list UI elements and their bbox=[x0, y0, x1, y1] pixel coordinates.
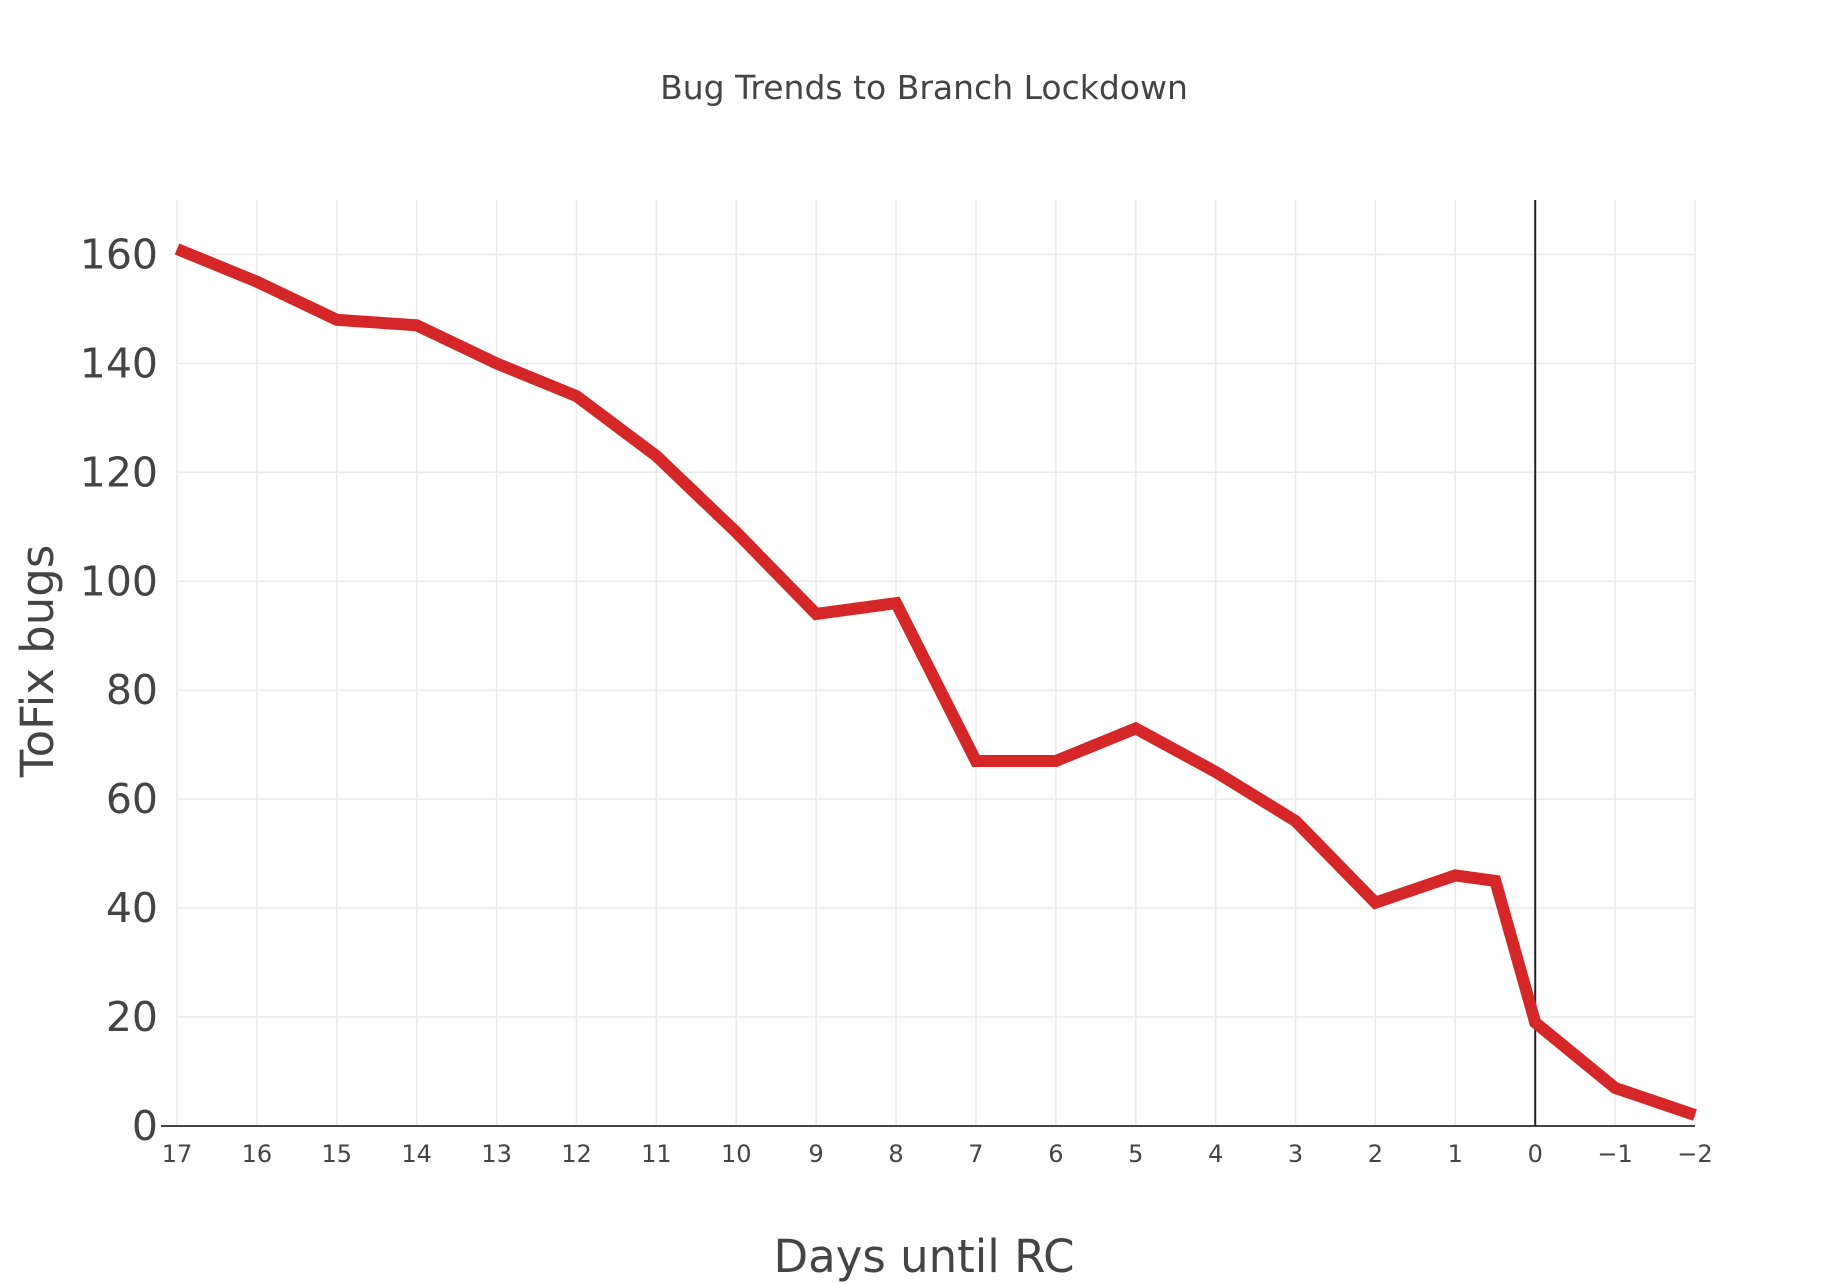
y-tick-label: 20 bbox=[106, 993, 158, 1041]
series bbox=[174, 243, 1697, 1121]
x-tick-label: 0 bbox=[1528, 1140, 1543, 1168]
x-tick-label: 9 bbox=[809, 1140, 824, 1168]
y-tick-label: 80 bbox=[106, 666, 158, 714]
y-tick-labels: 0 20 40 60 80 100 120 140 160 bbox=[80, 230, 158, 1150]
x-tick-labels: 17 16 15 14 13 12 11 10 9 8 7 6 5 4 3 2 1 0 −1 −2 bbox=[162, 1140, 1713, 1168]
y-tick-label: 100 bbox=[80, 557, 158, 605]
y-tick-label: 140 bbox=[80, 339, 158, 387]
x-tick-label: 16 bbox=[242, 1140, 273, 1168]
x-tick-label: 4 bbox=[1208, 1140, 1223, 1168]
axes bbox=[161, 200, 1695, 1127]
x-tick-label: 17 bbox=[162, 1140, 193, 1168]
series-line bbox=[174, 243, 1697, 1121]
x-tick-label: 5 bbox=[1128, 1140, 1143, 1168]
x-tick-label: −1 bbox=[1597, 1140, 1632, 1168]
x-tick-label: 13 bbox=[481, 1140, 512, 1168]
grid bbox=[176, 200, 1696, 1126]
y-tick-label: 60 bbox=[106, 775, 158, 823]
chart-title: Bug Trends to Branch Lockdown bbox=[660, 68, 1188, 107]
x-tick-label: 8 bbox=[888, 1140, 903, 1168]
x-tick-label: 11 bbox=[641, 1140, 672, 1168]
x-tick-label: −2 bbox=[1677, 1140, 1712, 1168]
x-tick-label: 14 bbox=[401, 1140, 432, 1168]
y-tick-label: 160 bbox=[80, 230, 158, 278]
y-tick-label: 120 bbox=[80, 448, 158, 496]
x-tick-label: 10 bbox=[721, 1140, 752, 1168]
x-axis-title: Days until RC bbox=[773, 1230, 1074, 1283]
x-tick-label: 3 bbox=[1288, 1140, 1303, 1168]
x-tick-label: 12 bbox=[561, 1140, 592, 1168]
x-tick-label: 7 bbox=[968, 1140, 983, 1168]
y-axis-title: ToFix bugs bbox=[11, 545, 64, 779]
y-tick-label: 0 bbox=[132, 1102, 158, 1150]
x-tick-label: 1 bbox=[1448, 1140, 1463, 1168]
x-tick-label: 15 bbox=[322, 1140, 353, 1168]
x-tick-label: 2 bbox=[1368, 1140, 1383, 1168]
x-tick-label: 6 bbox=[1048, 1140, 1063, 1168]
y-tick-label: 40 bbox=[106, 884, 158, 932]
